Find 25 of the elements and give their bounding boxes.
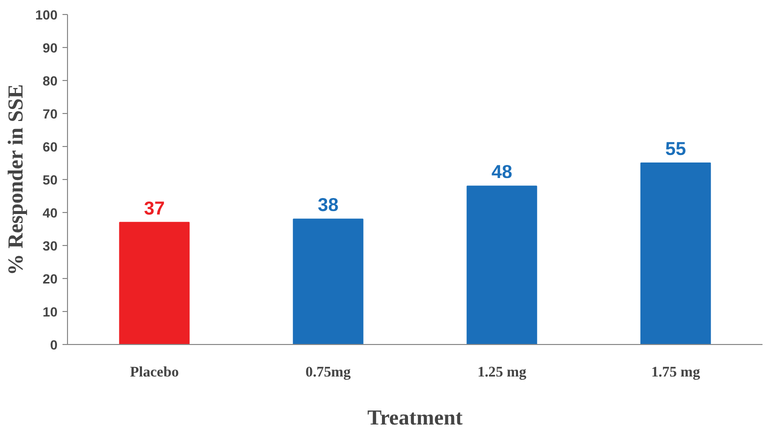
bar [466,186,538,344]
x-tick-label: Placebo [130,364,179,380]
y-tick-label: 60 [42,140,58,154]
data-label: 37 [144,197,165,218]
y-tick-label: 100 [35,8,58,22]
y-tick-label: 70 [42,106,58,122]
y-axis-title: % Responder in SSE [3,84,28,276]
bar [292,218,364,344]
y-tick-label: 50 [42,172,58,188]
x-axis-title: Treatment [367,406,464,430]
data-label: 55 [665,138,686,159]
y-tick-label: 90 [42,40,58,56]
x-tick-label: 0.75mg [306,364,352,380]
y-tick-label: 80 [42,74,58,88]
y-tick-label: 0 [50,338,58,352]
y-tick-label: 30 [42,238,58,254]
y-tick-label: 20 [42,272,58,286]
y-tick-label: 10 [42,304,58,320]
bar [119,222,190,344]
data-label: 38 [318,194,339,216]
y-tick-label: 40 [42,206,58,220]
x-tick-label: 1.25 mg [477,364,527,380]
data-label: 48 [492,161,512,182]
bar [640,162,711,344]
x-tick-label: 1.75 mg [651,364,701,380]
